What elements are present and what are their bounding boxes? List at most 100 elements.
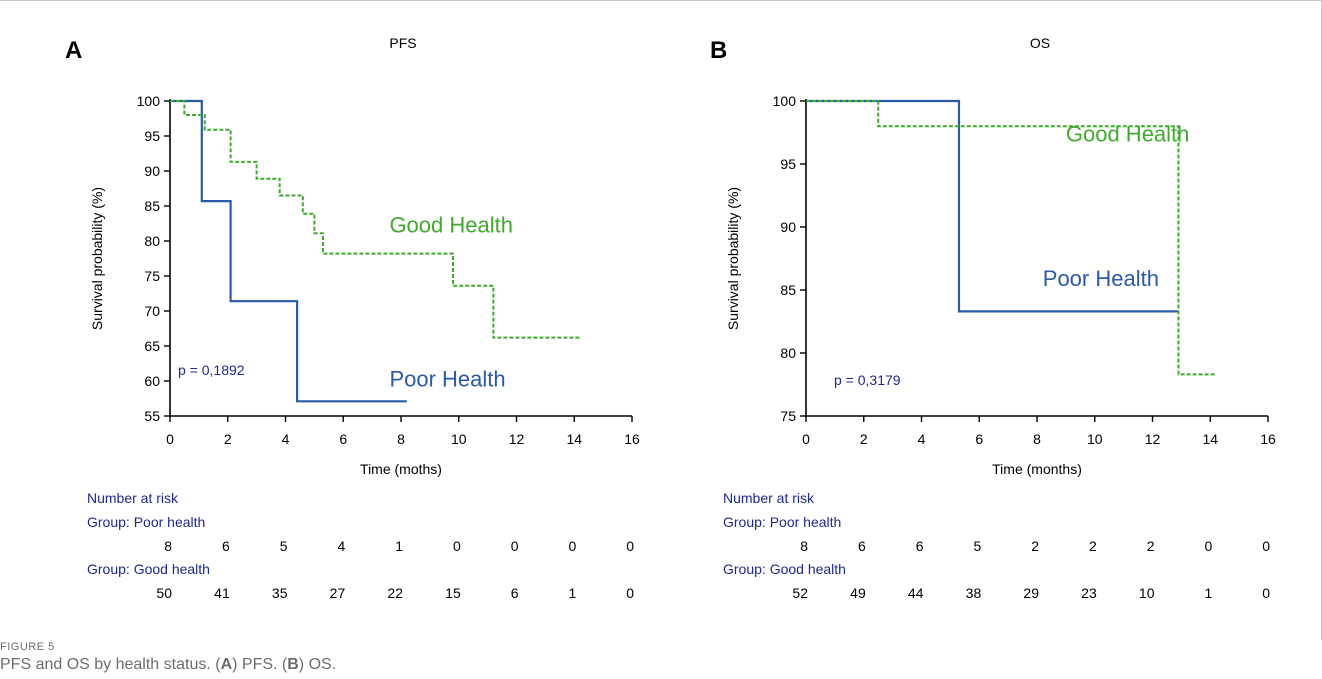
risk-count: 8 [800,538,808,554]
risk-count: 0 [511,538,519,554]
risk-count: 38 [966,585,982,601]
figure-caption: PFS and OS by health status. (A) PFS. (B… [0,656,336,674]
y-tick-label: 100 [137,93,161,109]
y-axis-label: Survival probability (%) [725,187,741,330]
x-tick-label: 12 [509,431,525,447]
y-tick-label: 90 [780,219,796,235]
caption-text-mid: ) PFS. ( [232,656,288,673]
caption-text-end: ) OS. [298,656,337,673]
x-tick-label: 2 [860,431,868,447]
risk-count: 22 [387,585,403,601]
x-tick-label: 6 [339,431,347,447]
risk-table-heading: Number at risk [723,490,815,506]
risk-count: 52 [792,585,808,601]
risk-count: 8 [164,538,172,554]
risk-count: 1 [1204,585,1212,601]
figure-label: FIGURE 5 [0,641,55,653]
risk-count: 50 [156,585,172,601]
x-tick-label: 0 [802,431,810,447]
x-tick-label: 16 [1260,431,1276,447]
y-tick-label: 95 [144,128,160,144]
caption-text-start: PFS and OS by health status. ( [0,656,221,673]
poor-health-curve [806,99,1179,313]
risk-count: 1 [568,585,576,601]
risk-count: 0 [1262,585,1270,601]
risk-count: 2 [1147,538,1155,554]
x-tick-label: 16 [624,431,640,447]
risk-count: 10 [1139,585,1155,601]
risk-count: 5 [973,538,981,554]
risk-count: 23 [1081,585,1097,601]
risk-count: 44 [908,585,924,601]
y-tick-label: 85 [780,282,796,298]
risk-count: 1 [395,538,403,554]
risk-count: 27 [330,585,346,601]
good-health-label: Good Health [1066,121,1190,146]
y-tick-label: 60 [144,373,160,389]
good-health-label: Good Health [389,213,513,238]
risk-count: 2 [1089,538,1097,554]
chart-title: PFS [389,35,416,51]
y-tick-label: 85 [144,198,160,214]
risk-table-heading: Number at risk [87,490,179,506]
x-tick-label: 14 [1202,431,1218,447]
y-tick-label: 70 [144,303,160,319]
risk-count: 6 [511,585,519,601]
good-health-curve [806,100,1216,376]
x-tick-label: 12 [1145,431,1161,447]
risk-group-label: Group: Good health [87,561,210,577]
risk-count: 0 [626,538,634,554]
risk-count: 0 [453,538,461,554]
risk-count: 4 [337,538,345,554]
y-tick-label: 75 [780,408,796,424]
y-tick-label: 55 [144,408,160,424]
x-axis-label: Time (months) [992,461,1082,477]
x-axis-label: Time (moths) [360,461,442,477]
risk-group-label: Group: Good health [723,561,846,577]
risk-count: 6 [858,538,866,554]
risk-count: 0 [626,585,634,601]
x-tick-label: 4 [918,431,926,447]
poor-health-curve [170,99,407,403]
risk-count: 15 [445,585,461,601]
caption-letter-a: A [220,656,233,673]
p-value: p = 0,1892 [178,362,245,378]
risk-group-label: Group: Poor health [87,514,205,530]
x-tick-label: 2 [224,431,232,447]
risk-count: 35 [272,585,288,601]
x-tick-label: 10 [451,431,467,447]
y-tick-label: 65 [144,338,160,354]
chart-title: OS [1030,35,1050,51]
y-tick-label: 75 [144,268,160,284]
panel-letter: B [710,37,727,64]
risk-count: 5 [280,538,288,554]
x-tick-label: 0 [166,431,174,447]
risk-count: 0 [1262,538,1270,554]
caption-letter-b: B [287,656,299,673]
risk-count: 49 [850,585,866,601]
y-tick-label: 80 [780,345,796,361]
risk-count: 2 [1031,538,1039,554]
risk-count: 0 [568,538,576,554]
x-tick-label: 8 [397,431,405,447]
risk-count: 41 [214,585,230,601]
y-axis-label: Survival probability (%) [89,187,105,330]
poor-health-label: Poor Health [389,367,505,392]
risk-count: 6 [222,538,230,554]
y-tick-label: 100 [773,93,797,109]
poor-health-label: Poor Health [1043,266,1159,291]
risk-count: 6 [916,538,924,554]
y-tick-label: 80 [144,233,160,249]
y-tick-label: 95 [780,156,796,172]
x-tick-label: 6 [975,431,983,447]
p-value: p = 0,3179 [834,372,901,388]
risk-count: 29 [1023,585,1039,601]
panel-letter: A [65,37,82,64]
x-tick-label: 14 [566,431,582,447]
x-tick-label: 10 [1087,431,1103,447]
x-tick-label: 8 [1033,431,1041,447]
y-tick-label: 90 [144,163,160,179]
risk-count: 0 [1204,538,1212,554]
